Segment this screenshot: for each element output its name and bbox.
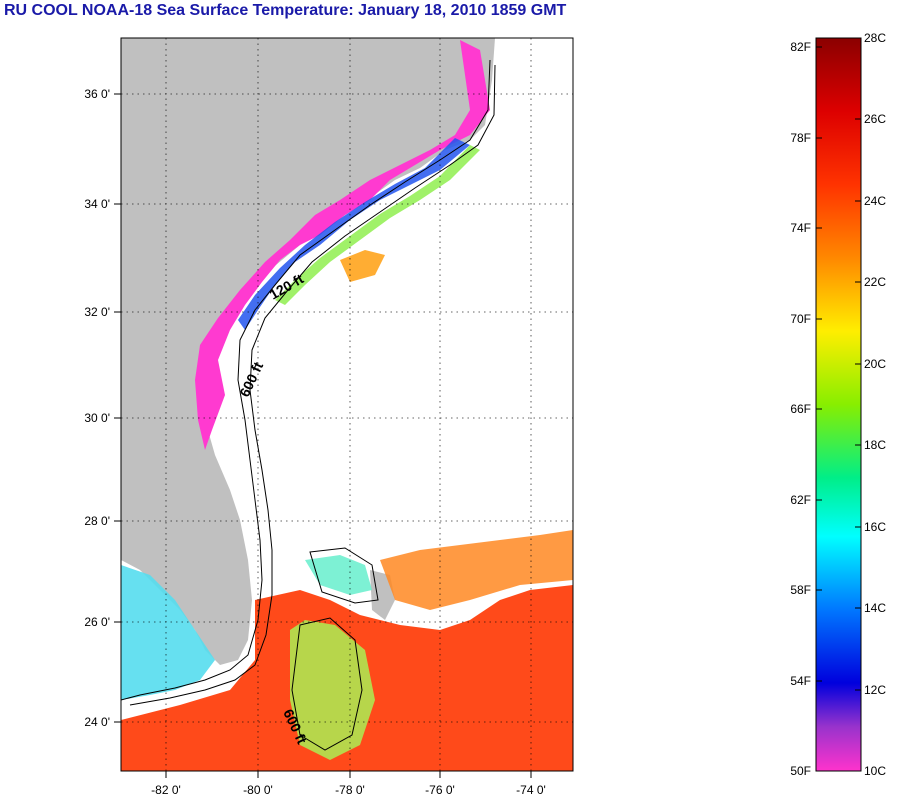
map-title: RU COOL NOAA-18 Sea Surface Temperature:… <box>4 2 567 19</box>
cb-c-28: 28C <box>864 31 886 45</box>
little-bahama-bank <box>305 555 372 595</box>
latitude-labels: 36 0' 34 0' 32 0' 30 0' 28 0' 26 0' 24 0… <box>84 87 110 729</box>
cb-c-16: 16C <box>864 520 886 534</box>
latitude-ticks <box>114 93 121 723</box>
cb-f-66: 66F <box>790 402 811 416</box>
cold-front-blue <box>238 138 470 330</box>
warm-water-orange <box>380 530 573 610</box>
lon-label-80: -80 0' <box>243 783 273 797</box>
us-mainland <box>121 38 495 665</box>
florida-bay-water <box>121 565 215 700</box>
cb-f-54: 54F <box>790 674 811 688</box>
lon-label-74: -74 0' <box>516 783 546 797</box>
contour-label-600ft-north: 600 ft <box>236 359 266 399</box>
cb-c-12: 12C <box>864 683 886 697</box>
lat-label-26: 26 0' <box>84 615 110 629</box>
lat-label-36: 36 0' <box>84 87 110 101</box>
cb-f-62: 62F <box>790 493 811 507</box>
cb-c-26: 26C <box>864 112 886 126</box>
warm-water-orange-north <box>340 250 385 282</box>
lat-label-32: 32 0' <box>84 305 110 319</box>
cb-c-24: 24C <box>864 194 886 208</box>
lat-label-28: 28 0' <box>84 514 110 528</box>
longitude-labels: -82 0' -80 0' -78 0' -76 0' -74 0' <box>151 783 546 797</box>
lat-lon-grid <box>121 38 573 771</box>
cb-c-18: 18C <box>864 438 886 452</box>
cb-f-78: 78F <box>790 131 811 145</box>
plot-frame <box>120 37 574 772</box>
lon-label-78: -78 0' <box>335 783 365 797</box>
cb-c-20: 20C <box>864 357 886 371</box>
colorbar-fahrenheit-labels: 82F 78F 74F 70F 66F 62F 58F 54F 50F <box>790 40 811 778</box>
colorbar-celsius-labels: 28C 26C 24C 22C 20C 18C 16C 14C 12C 10C <box>864 31 886 778</box>
lat-label-34: 34 0' <box>84 197 110 211</box>
depth-contours <box>121 59 496 751</box>
lon-label-82: -82 0' <box>151 783 181 797</box>
longitude-ticks <box>165 771 532 778</box>
cb-f-70: 70F <box>790 312 811 326</box>
cb-f-82: 82F <box>790 40 811 54</box>
colorbar-c-ticks <box>855 37 861 691</box>
lat-label-24: 24 0' <box>84 715 110 729</box>
cb-c-14: 14C <box>864 601 886 615</box>
colorbar <box>815 37 862 772</box>
cb-f-50: 50F <box>790 764 811 778</box>
colorbar-f-ticks <box>816 46 822 682</box>
lat-label-30: 30 0' <box>84 411 110 425</box>
shelf-edge-green <box>275 145 480 305</box>
cb-c-22: 22C <box>864 275 886 289</box>
cb-c-10: 10C <box>864 764 886 778</box>
cb-f-74: 74F <box>790 221 811 235</box>
cb-f-58: 58F <box>790 583 811 597</box>
lon-label-76: -76 0' <box>425 783 455 797</box>
